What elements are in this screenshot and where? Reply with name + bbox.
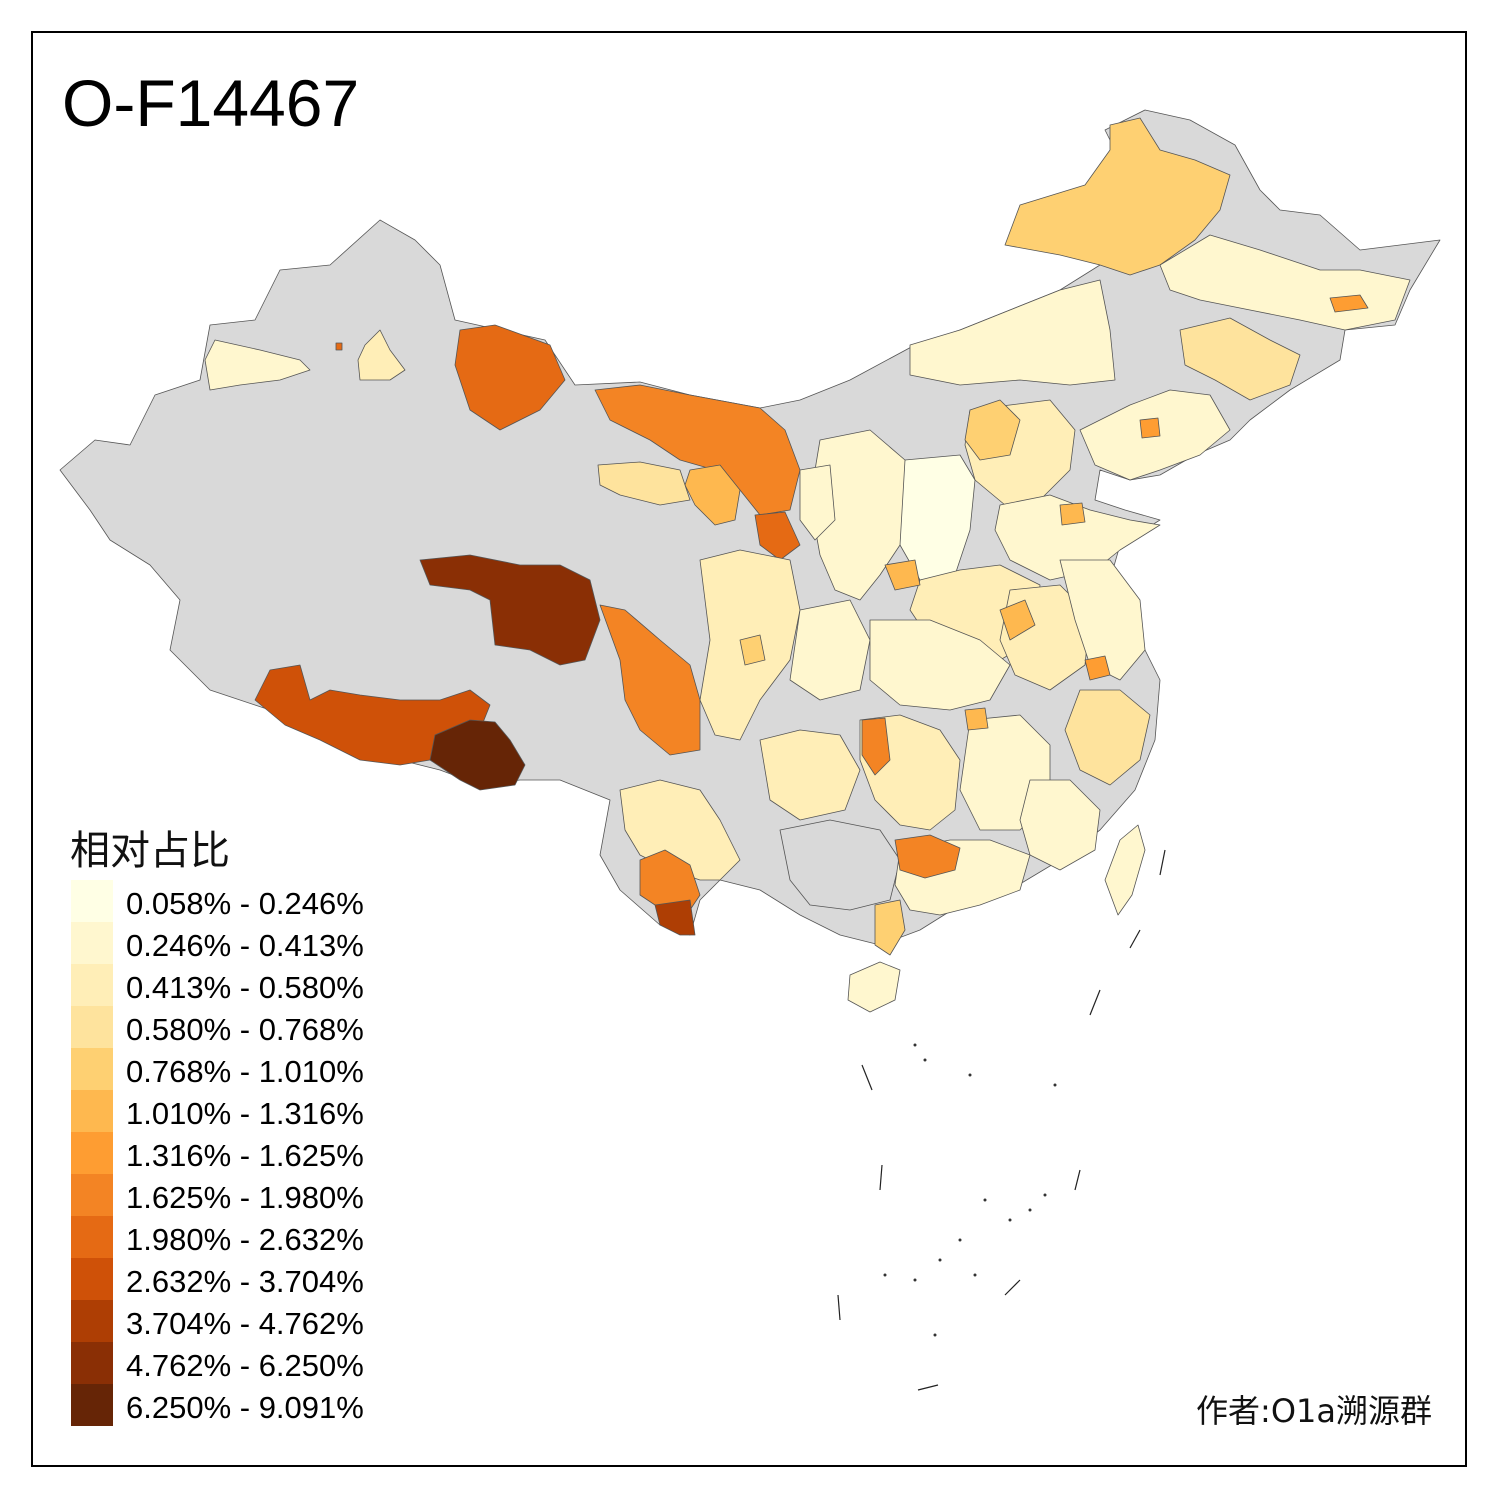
legend-item: 3.704% - 4.762% [71,1300,411,1342]
legend-item: 1.010% - 1.316% [71,1090,411,1132]
legend-label: 1.625% - 1.980% [126,1180,364,1215]
legend-item: 1.980% - 2.632% [71,1216,411,1258]
region-jiangsu [1059,559,1146,681]
region-guangdong-west [894,834,961,879]
region-zhangjiakou [964,399,1021,461]
legend-label: 1.010% - 1.316% [126,1096,364,1131]
legend-swatch [71,880,113,922]
region-gansu-hexi [594,384,801,516]
legend-item: 0.246% - 0.413% [71,922,411,964]
region-gansu-mid [684,464,741,526]
region-shigatse [254,664,491,766]
region-guizhou [759,729,861,821]
islets [883,1043,1057,1337]
legend-label: 1.980% - 2.632% [126,1222,364,1257]
region-xishuangbanna [654,899,696,936]
region-pu-er [639,849,701,911]
legend-swatch [71,1090,113,1132]
legend-label: 0.413% - 0.580% [126,970,364,1005]
legend-label: 1.316% - 1.625% [126,1138,364,1173]
region-small-east-a [1084,655,1111,681]
legend-item: 1.316% - 1.625% [71,1132,411,1174]
legend-label: 0.058% - 0.246% [126,886,364,921]
legend-swatch [71,1258,113,1300]
legend-label: 0.768% - 1.010% [126,1054,364,1089]
legend-swatch [71,1300,113,1342]
region-zhanjiang [874,899,906,956]
region-fujian [1019,779,1101,871]
legend-swatch [71,1132,113,1174]
legend-item: 0.058% - 0.246% [71,880,411,922]
legend-item: 2.632% - 3.704% [71,1258,411,1300]
legend-swatch [71,1006,113,1048]
legend-swatch [71,1384,113,1426]
legend-label: 0.580% - 0.768% [126,1012,364,1047]
legend-item: 0.413% - 0.580% [71,964,411,1006]
legend-label: 3.704% - 4.762% [126,1306,364,1341]
legend-title: 相对占比 [70,828,230,874]
region-lanzhou [754,511,801,561]
legend-item: 0.768% - 1.010% [71,1048,411,1090]
legend-label: 4.762% - 6.250% [126,1348,364,1383]
region-gansu-west [597,461,691,506]
legend: 0.058% - 0.246% 0.246% - 0.413% 0.413% -… [71,880,411,1426]
south-china-sea-islands [837,849,1166,1391]
region-ili [204,339,311,391]
legend-item: 4.762% - 6.250% [71,1342,411,1384]
legend-swatch [71,1342,113,1384]
legend-swatch [71,922,113,964]
region-inner-mongolia [909,279,1116,386]
region-small-north-a [884,559,921,591]
region-ningxia [799,464,836,541]
legend-label: 6.250% - 9.091% [126,1390,364,1425]
legend-swatch [71,1216,113,1258]
map-taiwan [1104,824,1146,916]
legend-swatch [71,1174,113,1216]
map-land-base [59,109,1441,946]
region-small-liaoning-a [1139,417,1161,439]
region-mudanjiang [1329,294,1369,313]
legend-item: 1.625% - 1.980% [71,1174,411,1216]
legend-label: 2.632% - 3.704% [126,1264,364,1299]
region-guangxi [779,819,901,911]
region-small-nw [335,342,343,351]
legend-swatch [71,1048,113,1090]
legend-item: 6.250% - 9.091% [71,1384,411,1426]
region-small-shandong-a [1059,502,1086,526]
region-small-henan-a [999,599,1036,641]
region-lhasa-shannan [429,719,526,791]
region-altay [454,324,566,431]
region-hulunbuir [1004,117,1231,276]
map-hainan [847,961,901,1013]
region-huaihua [861,717,891,776]
region-zhejiang [1064,689,1151,786]
map-title: O-F14467 [62,66,360,140]
legend-swatch [71,964,113,1006]
legend-item: 0.580% - 0.768% [71,1006,411,1048]
region-yunnan [619,779,741,881]
region-hubei [869,619,1011,711]
legend-label: 0.246% - 0.413% [126,928,364,963]
region-small-sichuan-a [739,634,766,666]
region-yushu-east [599,604,701,756]
region-jilin [1179,317,1301,401]
map-frame [31,31,1467,1467]
region-haixi [419,554,601,666]
region-tacheng [357,329,406,381]
region-small-central-a [964,707,989,731]
author-credit: 作者:O1a溯源群 [1196,1392,1432,1430]
region-chongqing [789,599,871,701]
